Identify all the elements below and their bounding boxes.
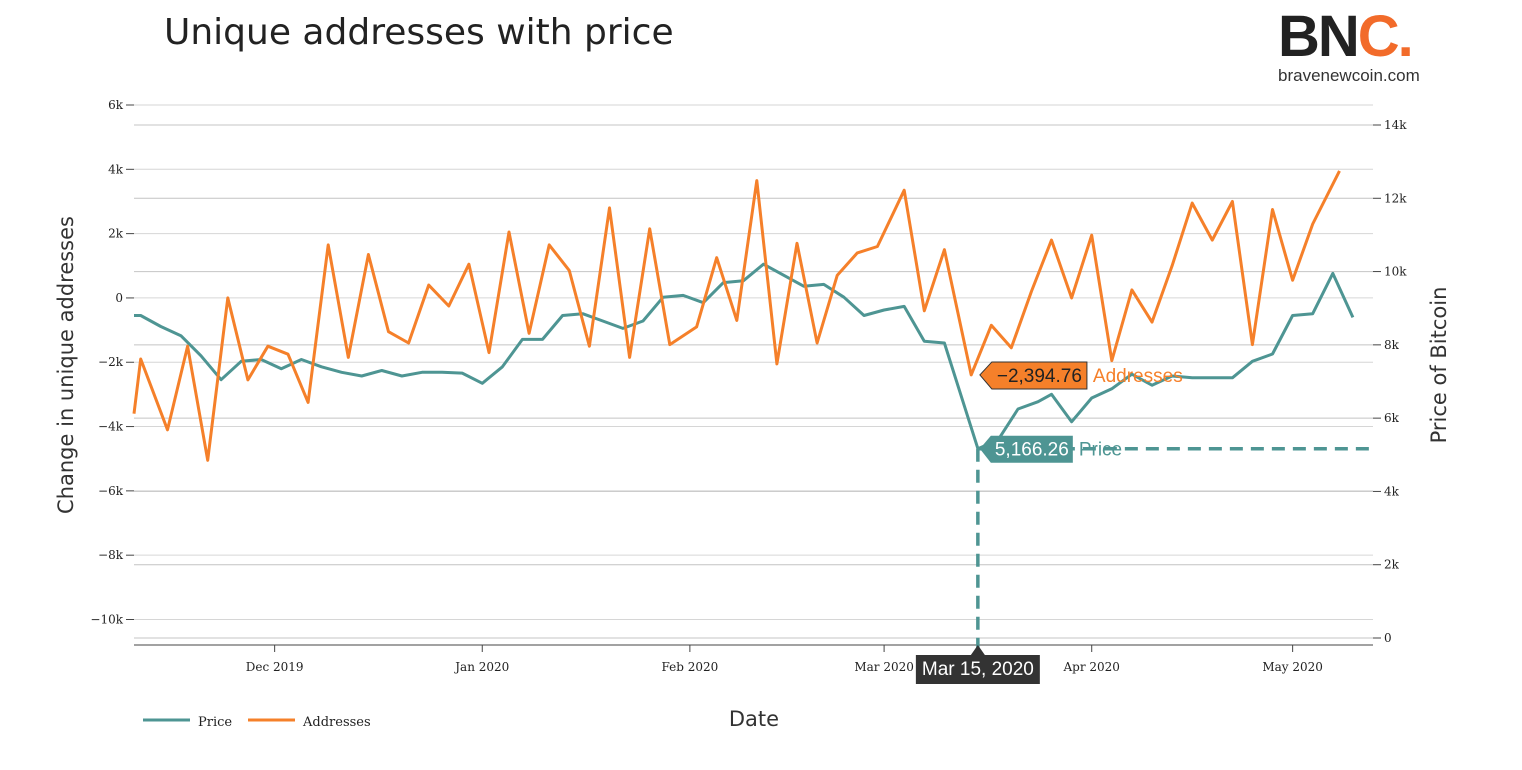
addresses-series-line[interactable] (132, 170, 1341, 462)
y-left-tick-label: −4k (98, 420, 124, 434)
hover-addresses-value: −2,394.76 (997, 366, 1082, 387)
x-tick-label: Dec 2019 (246, 660, 304, 674)
y-left-tick-label: −6k (98, 484, 124, 498)
y-right-tick-label: 8k (1384, 338, 1400, 352)
y-right-tick-label: 2k (1384, 558, 1400, 572)
hover-date-label: Mar 15, 2020 (922, 659, 1034, 680)
legend-price-label[interactable]: Price (198, 715, 232, 730)
grid-left (134, 104, 1373, 620)
hover-addresses-box (979, 361, 1088, 390)
x-tick-label: Jan 2020 (453, 660, 509, 674)
hover-addresses-name: Addresses (1093, 366, 1183, 387)
series-layer (132, 170, 1355, 462)
hover-date-box (915, 645, 1040, 684)
logo-url: bravenewcoin.com (1278, 66, 1420, 85)
x-tick-label: May 2020 (1262, 660, 1323, 674)
y-right-tick-label: 12k (1384, 191, 1407, 205)
x-tick-label: Apr 2020 (1062, 660, 1119, 674)
hover-price-box (979, 435, 1073, 463)
y-left-tick-label: −8k (98, 548, 124, 562)
x-tick-label: Mar 2020 (854, 660, 914, 674)
y-right-tick-label: 4k (1384, 484, 1400, 498)
hover-price-name: Price (1079, 440, 1122, 461)
y-left-tick-label: −10k (90, 612, 123, 626)
y-left-tick-label: 0 (115, 291, 123, 305)
y-left-axis-title: Change in unique addresses (54, 216, 78, 514)
axes: 6k 4k 2k 0 −2k −4k −6k −8k −10k 14k 12k 10k 8k 6k 4k 2k… (90, 98, 1407, 674)
hover-layer: −2,394.76 Addresses 5,166.26 Price Mar 15, 2… (915, 361, 1373, 684)
y-left-tick-label: −2k (98, 355, 124, 369)
y-left-tick-label: 2k (108, 227, 124, 241)
y-right-tick-label: 10k (1384, 265, 1407, 279)
y-right-tick-label: 6k (1384, 411, 1400, 425)
bnc-logo: BNC. bravenewcoin.com (1278, 4, 1448, 88)
y-left-tick-label: 4k (108, 162, 124, 176)
y-right-tick-label: 14k (1384, 118, 1407, 132)
y-right-axis-title: Price of Bitcoin (1427, 287, 1451, 444)
hover-price-value: 5,166.26 (995, 440, 1069, 461)
legend-addresses-label[interactable]: Addresses (302, 715, 371, 730)
x-axis-title: Date (729, 707, 779, 731)
grid-right (134, 124, 1373, 639)
logo-text-accent: C. (1357, 4, 1414, 69)
logo-mark: BNC. (1278, 4, 1448, 70)
legend[interactable]: Price Addresses (143, 715, 371, 730)
logo-text-main: BN (1278, 4, 1360, 69)
chart-title: Unique addresses with price (164, 12, 674, 53)
price-series-line[interactable] (134, 262, 1355, 451)
y-left-tick-label: 6k (108, 98, 124, 112)
y-right-tick-label: 0 (1384, 631, 1392, 645)
x-tick-label: Feb 2020 (661, 660, 718, 674)
